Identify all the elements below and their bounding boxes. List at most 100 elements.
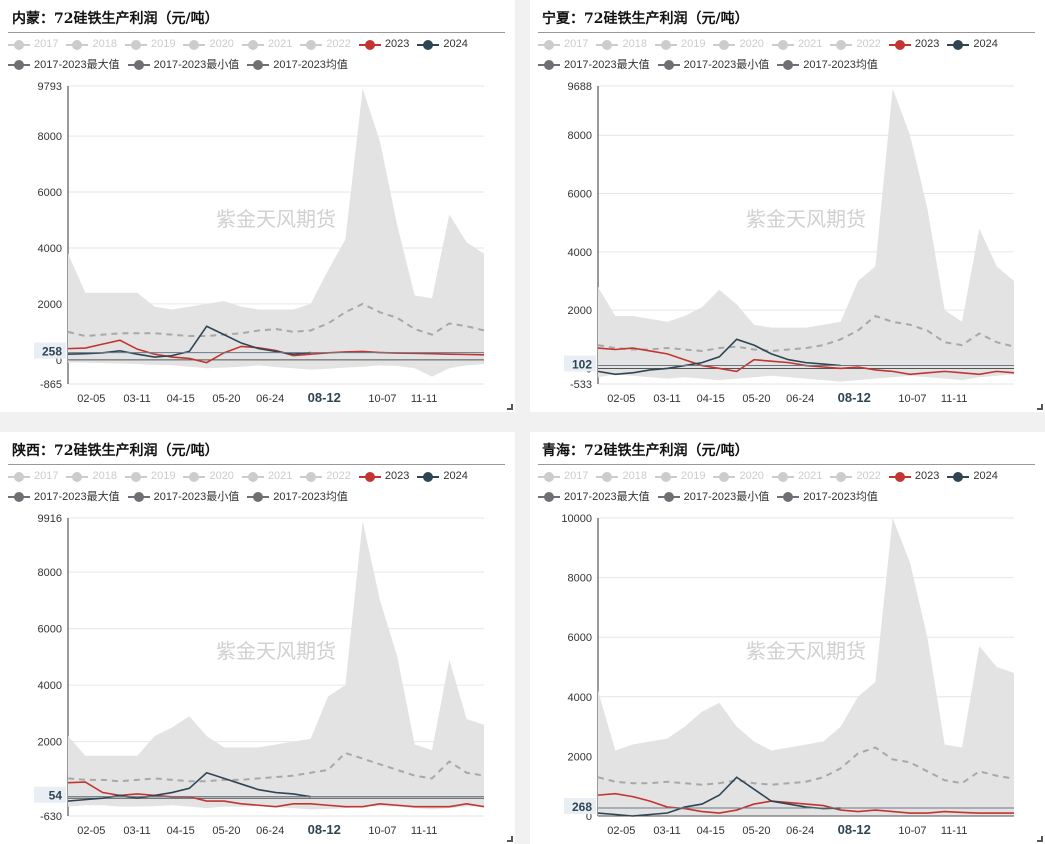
legend-item[interactable]: 2023 — [888, 470, 939, 482]
legend-label: 2024 — [443, 470, 468, 482]
legend-label: 2017-2023均值 — [803, 59, 878, 71]
legend-item[interactable]: 2017-2023最小值 — [127, 56, 239, 72]
legend-item[interactable]: 2022 — [830, 470, 881, 482]
legend-item[interactable]: 2017-2023最大值 — [538, 56, 650, 72]
series-line-2024 — [67, 771, 311, 802]
legend-marker-icon — [777, 490, 800, 502]
legend-item[interactable]: 2021 — [241, 38, 292, 50]
chart-legend: 2017 2018 2019 2020 2021 2022 2023 2024 2017-20… — [8, 34, 508, 74]
resize-handle[interactable] — [1037, 404, 1043, 410]
crosshair-value-label: 258 — [42, 345, 62, 359]
legend-item[interactable]: 2017-2023最大值 — [538, 488, 650, 504]
legend-label: 2023 — [384, 38, 410, 50]
legend-item[interactable]: 2019 — [654, 470, 705, 482]
legend-item[interactable]: 2024 — [417, 470, 468, 482]
y-tick-label: -533 — [570, 379, 592, 391]
legend-item[interactable]: 2020 — [713, 470, 764, 482]
crosshair-value-label: 268 — [572, 800, 592, 814]
legend-item[interactable]: 2019 — [124, 38, 175, 50]
y-tick-label: 8000 — [38, 567, 62, 579]
resize-handle[interactable] — [507, 836, 513, 842]
legend-marker-icon — [241, 38, 264, 50]
legend-marker-icon — [247, 58, 270, 70]
legend-label: 2021 — [267, 470, 293, 482]
legend-item[interactable]: 2017 — [8, 38, 58, 50]
y-tick-label: 4000 — [38, 680, 62, 692]
chart-panel-neimeng: 内蒙：72硅铁生产利润（元/吨） 2017 2018 2019 2020 2021 202… — [0, 0, 515, 412]
chart-legend: 2017 2018 2019 2020 2021 2022 2023 2024 2017-20… — [8, 466, 508, 506]
legend-label: 2024 — [443, 38, 468, 50]
y-tick-label: 6000 — [568, 632, 592, 644]
resize-handle[interactable] — [1037, 836, 1043, 842]
legend-item[interactable]: 2020 — [183, 470, 234, 482]
legend-item[interactable]: 2018 — [66, 38, 117, 50]
chart-plot: 9793 8000 6000 4000 2000 0 -865 紫金天风期货 258 02-05 0… — [34, 81, 485, 405]
legend-item[interactable]: 2021 — [241, 470, 293, 482]
legend-item[interactable]: 2023 — [358, 38, 410, 50]
legend-item[interactable]: 2017-2023均值 — [777, 488, 878, 504]
legend-marker-icon — [538, 58, 560, 70]
legend-item[interactable]: 2024 — [417, 38, 468, 50]
legend-label: 2017-2023最小值 — [153, 491, 240, 503]
legend-item[interactable]: 2017-2023最小值 — [657, 488, 770, 504]
legend-label: 2017-2023均值 — [273, 491, 348, 503]
legend-marker-icon — [830, 38, 853, 50]
legend-item[interactable]: 2021 — [771, 38, 822, 50]
legend-item[interactable]: 2017 — [8, 470, 58, 482]
legend-marker-icon — [8, 470, 30, 482]
legend-marker-icon — [596, 470, 619, 482]
y-tick-label: 4000 — [568, 247, 592, 259]
x-tick-label: 03-11 — [123, 825, 150, 837]
legend-item[interactable]: 2018 — [596, 470, 647, 482]
legend-item[interactable]: 2023 — [358, 470, 409, 482]
legend-item[interactable]: 2019 — [124, 470, 175, 482]
legend-item[interactable]: 2017-2023均值 — [247, 488, 348, 504]
legend-item[interactable]: 2024 — [947, 38, 998, 50]
legend-marker-icon — [358, 470, 381, 482]
legend-label: 2020 — [209, 470, 234, 482]
legend-row-stats: 2017-2023最大值 2017-2023最小值 2017-2023均值 — [8, 486, 508, 506]
legend-marker-icon — [947, 38, 970, 50]
crosshair-label-bg — [564, 798, 596, 815]
legend-item[interactable]: 2024 — [947, 470, 998, 482]
legend-item[interactable]: 2020 — [183, 38, 234, 50]
x-tick-label: 10-07 — [898, 393, 926, 405]
legend-item[interactable]: 2022 — [300, 470, 351, 482]
y-tick-label: 8000 — [38, 131, 62, 143]
resize-handle[interactable] — [507, 404, 513, 410]
legend-item[interactable]: 2017-2023均值 — [247, 56, 348, 72]
legend-label: 2024 — [973, 470, 998, 482]
legend-item[interactable]: 2017-2023最大值 — [8, 488, 120, 504]
legend-label: 2022 — [326, 470, 351, 482]
legend-item[interactable]: 2018 — [66, 470, 117, 482]
legend-item[interactable]: 2017-2023均值 — [777, 56, 878, 72]
legend-label: 2017-2023最大值 — [34, 491, 120, 503]
legend-item[interactable]: 2017-2023最小值 — [127, 488, 240, 504]
y-tick-label: -865 — [40, 379, 62, 391]
legend-item[interactable]: 2019 — [654, 38, 705, 50]
series-line-avg — [67, 751, 485, 783]
legend-item[interactable]: 2017-2023最大值 — [8, 56, 120, 72]
x-tick-label: 05-20 — [212, 393, 240, 405]
legend-item[interactable]: 2017 — [538, 470, 588, 482]
legend-item[interactable]: 2023 — [888, 38, 939, 50]
legend-item[interactable]: 2017-2023最小值 — [657, 56, 769, 72]
legend-item[interactable]: 2022 — [830, 38, 881, 50]
legend-item[interactable]: 2021 — [771, 470, 822, 482]
legend-marker-icon — [66, 38, 89, 50]
legend-label: 2017-2023最大值 — [564, 491, 650, 503]
legend-label: 2017-2023最小值 — [683, 491, 770, 503]
legend-item[interactable]: 2022 — [300, 38, 351, 50]
legend-item[interactable]: 2018 — [596, 38, 647, 50]
y-tick-label: 2000 — [568, 305, 592, 317]
chart-title: 青海：72硅铁生产利润（元/吨） — [542, 443, 749, 459]
max-min-band — [598, 518, 1014, 816]
legend-item[interactable]: 2020 — [713, 38, 764, 50]
legend-label: 2022 — [856, 470, 881, 482]
chart-plot: 968880006000400020000-533紫金天风期货10202-050… — [564, 81, 1015, 405]
y-tick-label: 4000 — [38, 243, 62, 255]
legend-item[interactable]: 2017 — [538, 38, 588, 50]
series-line-2023 — [597, 792, 1014, 814]
y-tick-label: 6000 — [38, 187, 62, 199]
legend-marker-icon — [654, 38, 677, 50]
